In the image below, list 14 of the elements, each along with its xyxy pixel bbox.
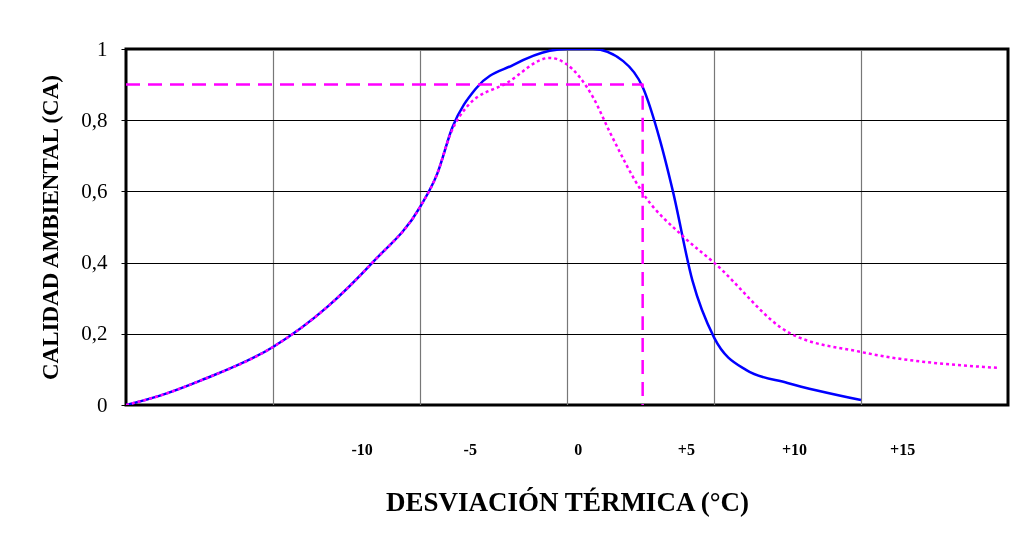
y-tick-label: 0,2 [81,321,108,346]
x-tick-label: -10 [351,440,373,458]
x-tick-label: -5 [463,440,477,458]
y-tick-label: 0,4 [81,250,108,275]
y-tick-label: 0 [97,392,108,417]
y-axis-title: CALIDAD AMBIENTAL (CA) [38,75,64,380]
x-tick-label: 0 [574,440,583,458]
x-tick-label: +10 [781,440,808,458]
x-tick-label: +15 [890,440,916,458]
y-tick-label: 0,8 [81,107,108,132]
y-tick-label: 1 [97,36,108,61]
y-tick-label: 0,6 [81,178,108,203]
x-tick-label: +5 [677,440,695,458]
x-axis-title: DESVIACIÓN TÉRMICA (°C) [386,486,749,517]
